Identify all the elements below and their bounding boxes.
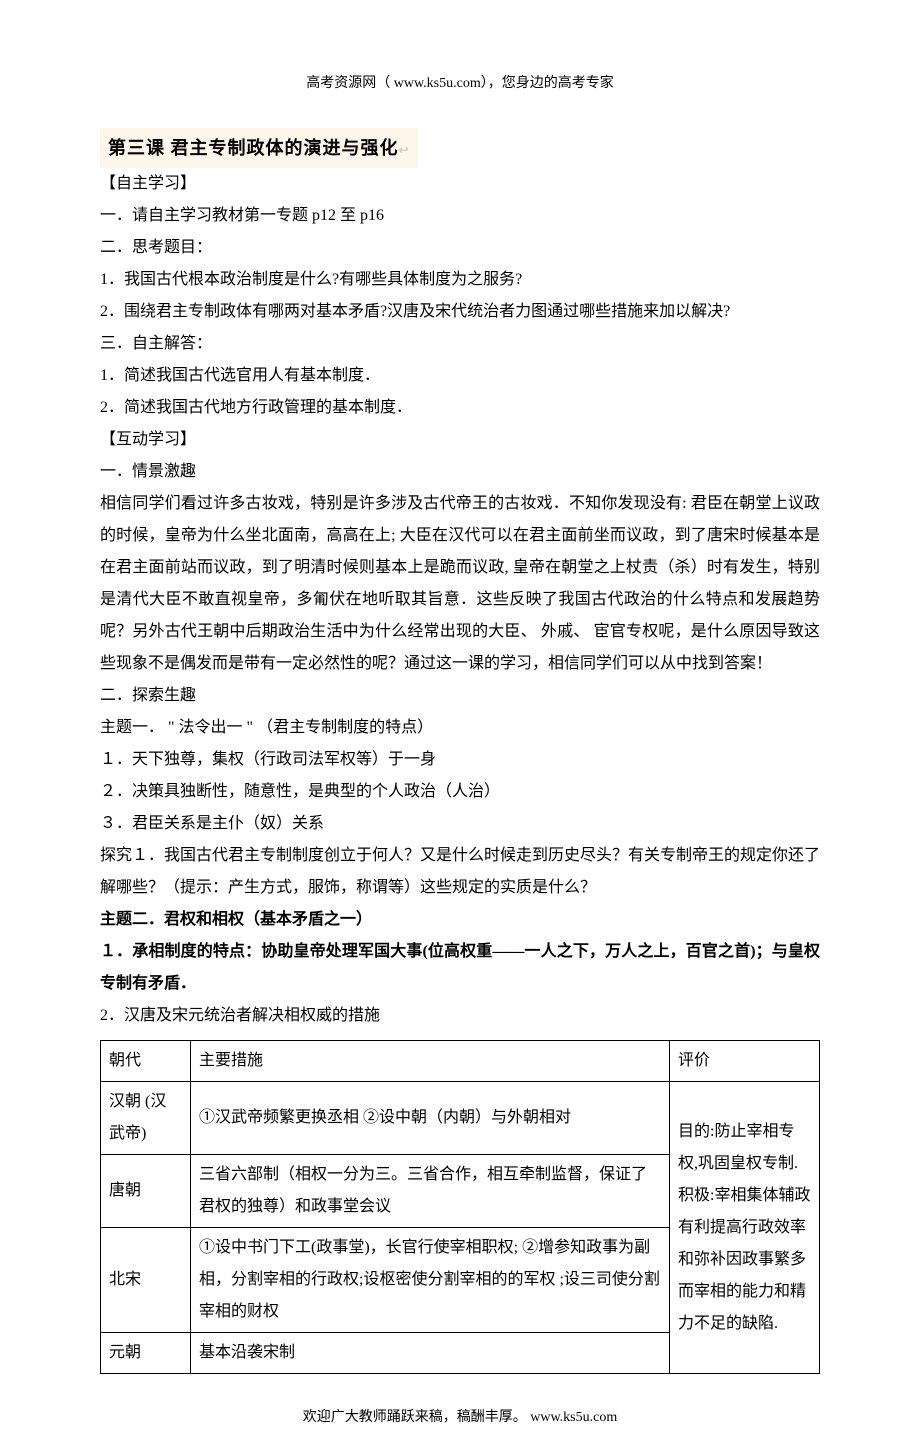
cell-measures: ①汉武帝频繁更换丞相 ②设中朝（内朝）与外朝相对 (191, 1082, 670, 1155)
scene-text: 相信同学们看过许多古妆戏，特别是许多涉及古代帝王的古妆戏．不知你发现没有: 君臣… (100, 488, 820, 680)
topic1-p2: ２．决策具独断性，随意性，是典型的个人政治（人治） (100, 776, 820, 808)
question-2: 2．围绕君主专制政体有哪两对基本矛盾?汉唐及宋代统治者力图通过哪些措施来加以解决… (100, 296, 820, 328)
section-1: 一．请自主学习教材第一专题 p12 至 p16 (100, 200, 820, 232)
scene-label: 一．情景激趣 (100, 456, 820, 488)
answer-1: 1．简述我国古代选官用人有基本制度． (100, 360, 820, 392)
measures-table: 朝代 主要措施 评价 汉朝 (汉武帝) ①汉武帝频繁更换丞相 ②设中朝（内朝）与… (100, 1040, 820, 1374)
research-1: 探究１．我国古代君主专制制度创立于何人？又是什么时候走到历史尽头？有关专制帝王的… (100, 840, 820, 904)
topic2-p2: 2．汉唐及宋元统治者解决相权威的措施 (100, 1000, 820, 1032)
lesson-title: 第三课 君主专制政体的演进与强化↩ (100, 128, 418, 168)
cell-eval: 目的:防止宰相专权,巩固皇权专制. 积极:宰相集体辅政有利提高行政效率和弥补因政… (670, 1082, 820, 1374)
topic1-label: 主题一． " 法令出一 " （君主专制制度的特点） (100, 712, 820, 744)
section-2: 二．思考题目： (100, 232, 820, 264)
table-row: 汉朝 (汉武帝) ①汉武帝频繁更换丞相 ②设中朝（内朝）与外朝相对 目的:防止宰… (101, 1082, 820, 1155)
th-dynasty: 朝代 (101, 1041, 191, 1082)
cell-dynasty: 唐朝 (101, 1155, 191, 1228)
topic2-p1: １．承相制度的特点：协助皇帝处理军国大事(位高权重——一人之下，万人之上，百官之… (100, 936, 820, 1000)
self-study-label: 【自主学习】 (100, 168, 820, 200)
section-3: 三．自主解答： (100, 328, 820, 360)
footer-info: 欢迎广大教师踊跃来稿，稿酬丰厚。 www.ks5u.com (100, 1404, 820, 1432)
cell-dynasty: 北宋 (101, 1228, 191, 1333)
cell-dynasty: 汉朝 (汉武帝) (101, 1082, 191, 1155)
cell-dynasty: 元朝 (101, 1333, 191, 1374)
cell-measures: ①设中书门下工(政事堂)，长官行使宰相职权; ②增参知政事为副相，分割宰相的行政… (191, 1228, 670, 1333)
table-header-row: 朝代 主要措施 评价 (101, 1041, 820, 1082)
topic2-label: 主题二．君权和相权（基本矛盾之一） (100, 904, 820, 936)
lesson-title-text: 第三课 君主专制政体的演进与强化 (108, 138, 399, 158)
topic1-p1: １．天下独尊，集权（行政司法军权等）于一身 (100, 744, 820, 776)
header-text: 高考资源网（ www.ks5u.com），您身边的高考专家 (306, 76, 613, 91)
explore-label: 二．探索生趣 (100, 680, 820, 712)
answer-2: 2．简述我国古代地方行政管理的基本制度． (100, 392, 820, 424)
cell-measures: 基本沿袭宋制 (191, 1333, 670, 1374)
lesson-title-container: 第三课 君主专制政体的演进与强化↩ (100, 128, 820, 168)
th-measures: 主要措施 (191, 1041, 670, 1082)
question-1: 1．我国古代根本政治制度是什么?有哪些具体制度为之服务? (100, 264, 820, 296)
cell-measures: 三省六部制（相权一分为三。三省合作，相互牵制监督，保证了君权的独尊）和政事堂会议 (191, 1155, 670, 1228)
interactive-label: 【互动学习】 (100, 424, 820, 456)
th-eval: 评价 (670, 1041, 820, 1082)
topic1-p3: ３．君臣关系是主仆（奴）关系 (100, 808, 820, 840)
header-info: 高考资源网（ www.ks5u.com），您身边的高考专家 (100, 70, 820, 98)
omega-icon: ↩ (399, 143, 410, 157)
footer-text: 欢迎广大教师踊跃来稿，稿酬丰厚。 www.ks5u.com (303, 1410, 617, 1425)
